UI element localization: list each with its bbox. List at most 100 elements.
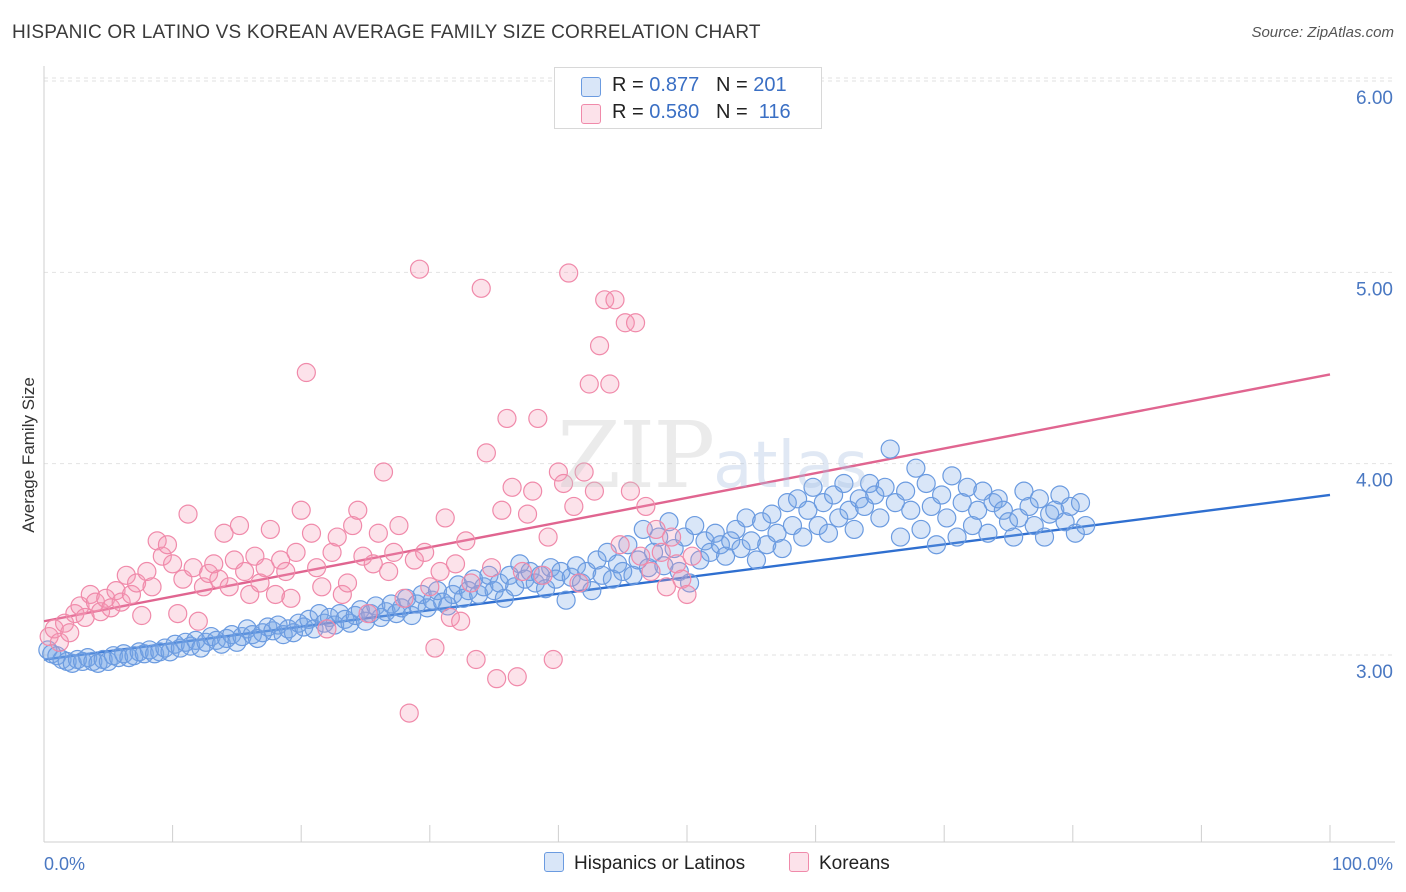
data-point	[368, 523, 388, 543]
data-point	[595, 290, 615, 310]
data-point	[433, 592, 453, 612]
data-point	[559, 263, 579, 283]
trend-line-korean	[43, 373, 1331, 623]
data-point	[574, 462, 594, 482]
data-point	[363, 554, 383, 574]
data-point	[476, 443, 496, 463]
data-point	[651, 542, 671, 562]
data-point	[286, 542, 306, 562]
data-point	[631, 546, 651, 566]
data-point	[623, 565, 643, 585]
data-point	[1060, 496, 1080, 517]
data-point	[214, 523, 234, 543]
data-point	[947, 527, 967, 547]
data-point	[430, 561, 450, 582]
data-point	[438, 596, 458, 616]
data-point	[121, 584, 142, 605]
data-point	[579, 374, 599, 394]
data-point	[458, 581, 478, 601]
data-point	[425, 638, 445, 658]
axes	[43, 66, 1395, 843]
data-point	[957, 477, 977, 497]
data-point	[72, 651, 93, 672]
data-point	[322, 542, 342, 562]
data-point	[404, 550, 424, 570]
data-point	[435, 508, 455, 528]
data-points	[38, 259, 1096, 723]
data-point	[147, 531, 167, 551]
data-point	[613, 561, 633, 582]
data-point	[271, 550, 291, 570]
data-point	[746, 550, 767, 570]
data-point	[150, 642, 170, 662]
data-point	[296, 362, 316, 383]
data-point	[1034, 527, 1055, 547]
data-point	[327, 527, 347, 547]
data-point	[386, 603, 406, 624]
data-point	[219, 577, 239, 597]
data-point	[443, 584, 463, 605]
data-point	[510, 554, 530, 574]
source-label: Source: ZipAtlas.com	[1251, 24, 1394, 41]
trend-lines	[43, 373, 1331, 661]
data-point	[332, 584, 352, 605]
data-point	[600, 374, 620, 394]
data-point	[291, 500, 311, 520]
data-point	[134, 644, 154, 664]
data-point	[672, 569, 692, 589]
data-point	[497, 408, 517, 429]
data-point	[636, 496, 656, 517]
data-point	[152, 546, 172, 566]
chart-title: HISPANIC OR LATINO VS KOREAN AVERAGE FAM…	[12, 22, 761, 43]
data-point	[394, 588, 414, 608]
data-point	[217, 628, 237, 649]
data-point	[962, 515, 983, 536]
data-point	[188, 611, 208, 631]
data-point	[937, 508, 957, 528]
data-point	[301, 523, 322, 543]
data-point	[343, 515, 363, 536]
data-point	[461, 573, 481, 593]
data-point	[471, 278, 491, 298]
data-point	[978, 523, 998, 543]
data-point	[399, 703, 419, 723]
data-point	[276, 561, 296, 582]
legend-n-value: 201	[753, 74, 787, 96]
data-point	[587, 550, 607, 570]
data-point	[952, 493, 972, 513]
data-point	[235, 561, 255, 582]
data-point	[358, 603, 378, 624]
data-point	[602, 569, 623, 589]
data-point	[335, 609, 355, 629]
data-point	[49, 632, 70, 652]
bottom-legend-hispanic: Hispanics or Latinos	[544, 852, 745, 875]
data-point	[896, 481, 916, 501]
data-point	[451, 611, 471, 631]
data-point	[625, 313, 646, 333]
data-point	[618, 535, 638, 555]
data-point	[379, 561, 399, 582]
data-point	[968, 500, 988, 520]
data-point	[646, 519, 666, 540]
data-point	[517, 504, 538, 524]
data-point	[793, 527, 813, 547]
data-point	[384, 542, 404, 562]
legend-r-value: 0.580	[649, 101, 700, 123]
data-point	[829, 508, 849, 528]
data-point	[901, 500, 921, 520]
legend-swatch-hispanic	[581, 77, 601, 97]
data-point	[204, 554, 224, 574]
data-point	[844, 519, 864, 540]
data-point	[373, 462, 394, 482]
data-point	[237, 619, 257, 639]
data-point	[803, 477, 823, 497]
data-point	[589, 336, 610, 356]
data-point	[255, 558, 275, 578]
data-point	[741, 531, 761, 551]
data-point	[643, 542, 664, 562]
data-point	[168, 603, 188, 624]
data-point	[348, 500, 368, 520]
data-point	[440, 607, 460, 628]
data-point	[569, 573, 589, 593]
data-point	[564, 496, 584, 517]
